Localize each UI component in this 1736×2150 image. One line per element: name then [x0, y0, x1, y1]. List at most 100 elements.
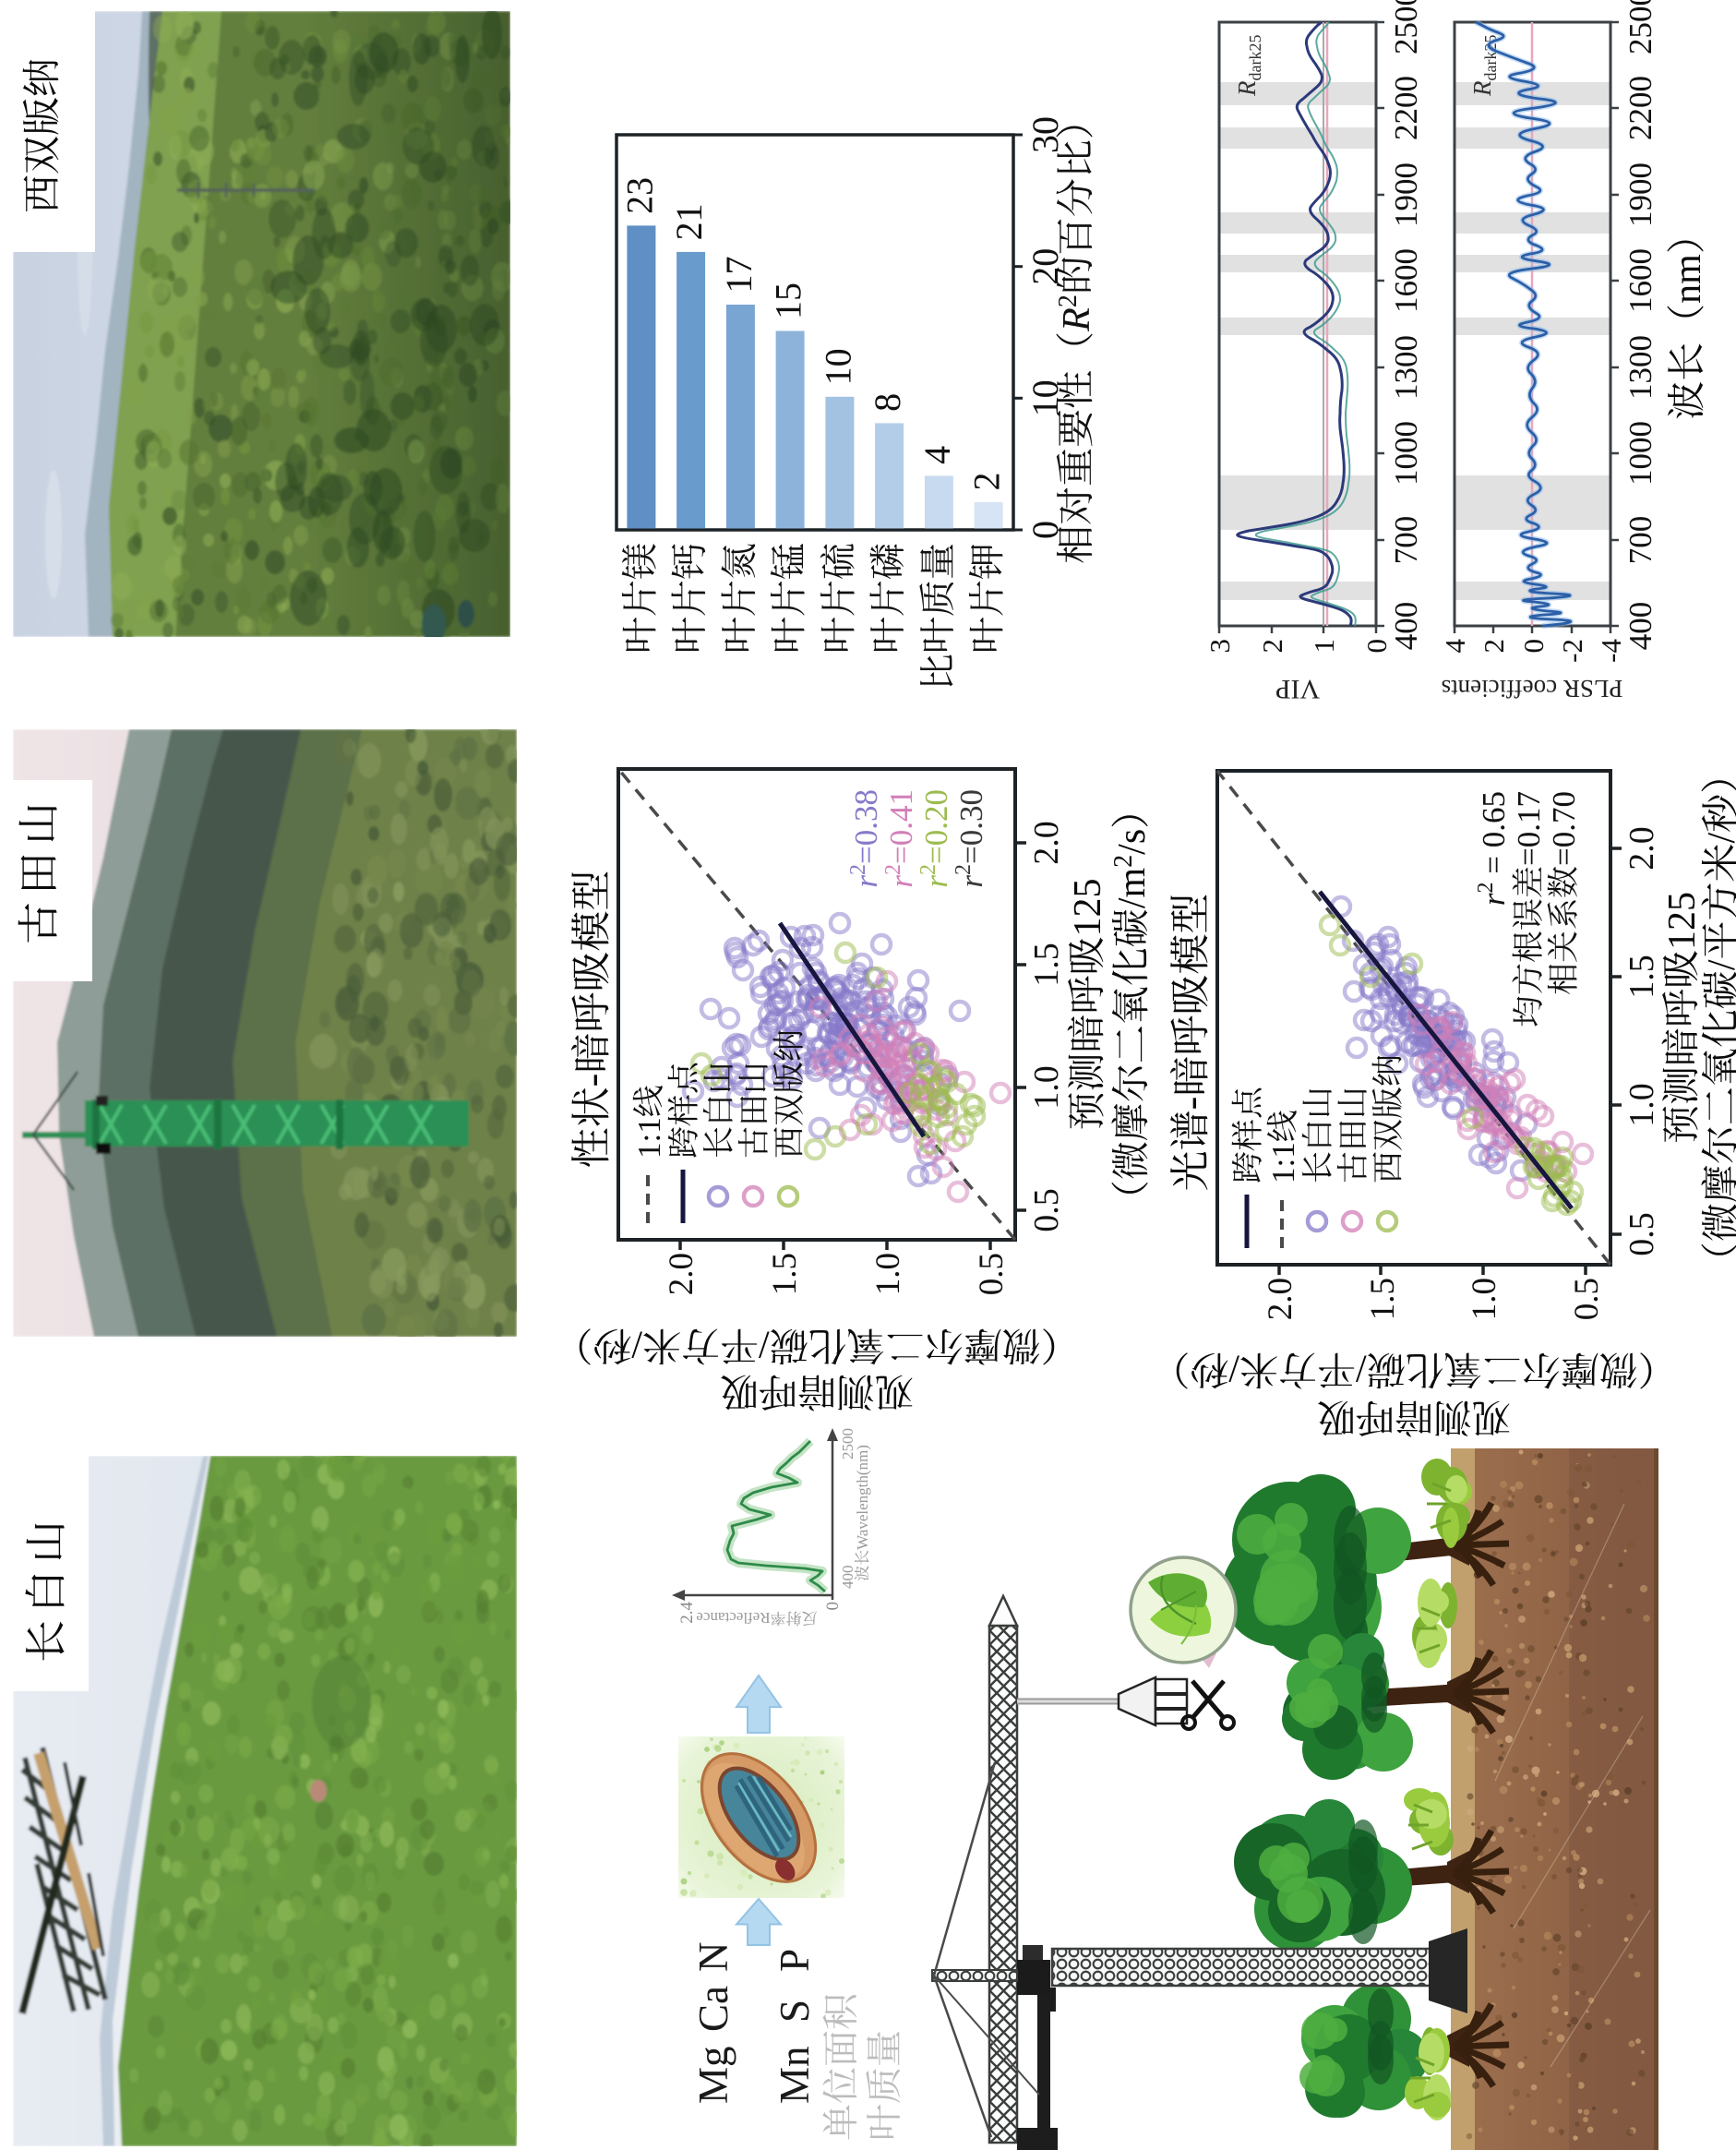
svg-text:2500: 2500	[839, 1428, 856, 1459]
svg-text:P: P	[772, 1949, 818, 1972]
svg-text:均方根误差=0.17: 均方根误差=0.17	[1509, 791, 1547, 1027]
svg-text:2.0: 2.0	[663, 1253, 700, 1295]
svg-text:2.0: 2.0	[1622, 826, 1661, 871]
svg-text:r2=0.41: r2=0.41	[881, 789, 919, 888]
svg-text:0: 0	[1024, 521, 1066, 539]
svg-text:1: 1	[1308, 639, 1340, 654]
svg-text:S: S	[772, 2000, 818, 2023]
svg-text:单位面积: 单位面积	[819, 1993, 862, 2141]
svg-text:1.0: 1.0	[869, 1253, 907, 1295]
svg-text:Rdark25: Rdark25	[1233, 35, 1264, 97]
svg-text:1.0: 1.0	[1466, 1278, 1503, 1320]
svg-text:PLSR coefficients: PLSR coefficients	[1442, 675, 1623, 703]
svg-text:1.5: 1.5	[1622, 955, 1661, 999]
svg-text:700: 700	[1622, 516, 1658, 565]
svg-text:（微摩尔二氧化碳/平方米/秒）: （微摩尔二氧化碳/平方米/秒）	[554, 1324, 1079, 1370]
svg-text:1.0: 1.0	[1027, 1065, 1066, 1110]
svg-text:1.5: 1.5	[766, 1253, 804, 1295]
svg-text:17: 17	[718, 257, 760, 294]
svg-text:长白山: 长白山	[700, 1062, 737, 1159]
svg-text:0: 0	[1360, 639, 1393, 654]
svg-text:r2=0.30: r2=0.30	[952, 789, 989, 888]
svg-text:观测暗呼吸: 观测暗呼吸	[1317, 1396, 1511, 1442]
svg-text:-4: -4	[1595, 639, 1627, 663]
svg-text:长白山: 长白山	[1299, 1087, 1336, 1183]
svg-text:叶片钙: 叶片钙	[667, 543, 711, 654]
svg-text:Mn: Mn	[772, 2046, 818, 2104]
svg-text:预测暗呼吸125: 预测暗呼吸125	[1062, 878, 1109, 1130]
svg-text:比叶质量: 比叶质量	[916, 543, 959, 691]
svg-text:1000: 1000	[1622, 421, 1658, 486]
svg-text:21: 21	[668, 203, 710, 240]
svg-text:跨样点: 跨样点	[1228, 1087, 1266, 1183]
svg-text:观测暗呼吸: 观测暗呼吸	[720, 1370, 914, 1416]
svg-text:10: 10	[817, 348, 858, 385]
svg-text:1.0: 1.0	[1622, 1083, 1661, 1127]
svg-text:20: 20	[1024, 248, 1066, 285]
svg-text:（微摩尔二氧化碳/平方米/秒）: （微摩尔二氧化碳/平方米/秒）	[1696, 755, 1736, 1280]
svg-text:4: 4	[1439, 639, 1471, 654]
svg-text:古田山: 古田山	[735, 1062, 772, 1159]
svg-text:10: 10	[1024, 379, 1066, 416]
svg-text:西双版纳: 西双版纳	[770, 1029, 808, 1159]
svg-text:15: 15	[768, 282, 809, 319]
svg-text:跨样点: 跨样点	[664, 1062, 702, 1159]
svg-text:2.0: 2.0	[1262, 1278, 1299, 1320]
svg-text:2: 2	[966, 473, 1008, 491]
svg-text:叶质量: 叶质量	[862, 2030, 905, 2141]
svg-text:0.5: 0.5	[973, 1253, 1011, 1295]
svg-text:长白山: 长白山	[19, 1513, 70, 1663]
svg-text:性状-暗呼吸模型: 性状-暗呼吸模型	[567, 871, 615, 1169]
svg-text:0.5: 0.5	[1027, 1188, 1066, 1232]
svg-text:1300: 1300	[1388, 335, 1424, 400]
svg-text:30: 30	[1024, 116, 1066, 153]
svg-text:4: 4	[916, 446, 958, 464]
svg-text:Ca: Ca	[690, 1986, 736, 2032]
svg-text:古田山: 古田山	[1334, 1087, 1371, 1183]
svg-text:相对重要性（R2的百分比）: 相对重要性（R2的百分比）	[1051, 101, 1098, 564]
svg-text:r2 = 0.65: r2 = 0.65	[1474, 791, 1512, 906]
svg-text:VIP: VIP	[1275, 674, 1320, 704]
svg-text:1000: 1000	[1388, 421, 1424, 486]
svg-text:光谱-暗呼吸模型: 光谱-暗呼吸模型	[1166, 894, 1214, 1192]
svg-text:2200: 2200	[1622, 76, 1658, 140]
svg-text:预测暗呼吸125: 预测暗呼吸125	[1657, 892, 1704, 1144]
svg-text:（微摩尔二氧化碳/平方米/秒）: （微摩尔二氧化碳/平方米/秒）	[1151, 1348, 1676, 1394]
svg-text:r2=0.20: r2=0.20	[916, 789, 954, 888]
svg-text:古田山: 古田山	[12, 795, 63, 944]
svg-text:叶片镁: 叶片镁	[617, 543, 661, 654]
svg-text:波长（nm）: 波长（nm）	[1662, 215, 1709, 420]
svg-text:0.5: 0.5	[1622, 1212, 1661, 1256]
svg-text:2.0: 2.0	[1027, 821, 1066, 865]
svg-text:8: 8	[867, 393, 908, 412]
svg-text:相关系数=0.70: 相关系数=0.70	[1544, 791, 1582, 995]
svg-text:400: 400	[1622, 602, 1658, 651]
svg-text:叶片硫: 叶片硫	[816, 543, 859, 654]
svg-text:-2: -2	[1556, 639, 1588, 663]
svg-text:23: 23	[618, 177, 660, 214]
svg-text:Mg: Mg	[690, 2046, 736, 2104]
svg-text:0.5: 0.5	[1568, 1278, 1606, 1320]
svg-text:2: 2	[1478, 639, 1510, 654]
svg-text:叶片氮: 叶片氮	[717, 543, 760, 654]
svg-text:2.4: 2.4	[677, 1602, 697, 1624]
svg-text:1:1线: 1:1线	[1263, 1110, 1301, 1183]
svg-text:（微摩尔二氧化碳/m2/s）: （微摩尔二氧化碳/m2/s）	[1107, 790, 1154, 1219]
svg-text:1600: 1600	[1622, 248, 1658, 313]
svg-text:1300: 1300	[1622, 335, 1658, 400]
svg-text:2500: 2500	[1622, 0, 1658, 54]
svg-text:叶片锰: 叶片锰	[767, 543, 810, 654]
svg-text:西双版纳: 西双版纳	[18, 58, 64, 213]
svg-text:700: 700	[1388, 516, 1424, 565]
svg-text:400: 400	[1388, 602, 1424, 651]
svg-text:1.5: 1.5	[1364, 1278, 1402, 1320]
svg-text:1.5: 1.5	[1027, 943, 1066, 987]
svg-text:1900: 1900	[1388, 162, 1424, 227]
svg-text:r2=0.38: r2=0.38	[846, 789, 884, 888]
svg-text:叶片钾: 叶片钾	[965, 543, 1009, 654]
svg-text:波长Wavelength(nm): 波长Wavelength(nm)	[853, 1445, 871, 1581]
svg-text:N: N	[690, 1942, 736, 1973]
svg-text:0: 0	[823, 1602, 843, 1611]
svg-text:3: 3	[1203, 639, 1236, 654]
svg-text:2200: 2200	[1388, 76, 1424, 140]
